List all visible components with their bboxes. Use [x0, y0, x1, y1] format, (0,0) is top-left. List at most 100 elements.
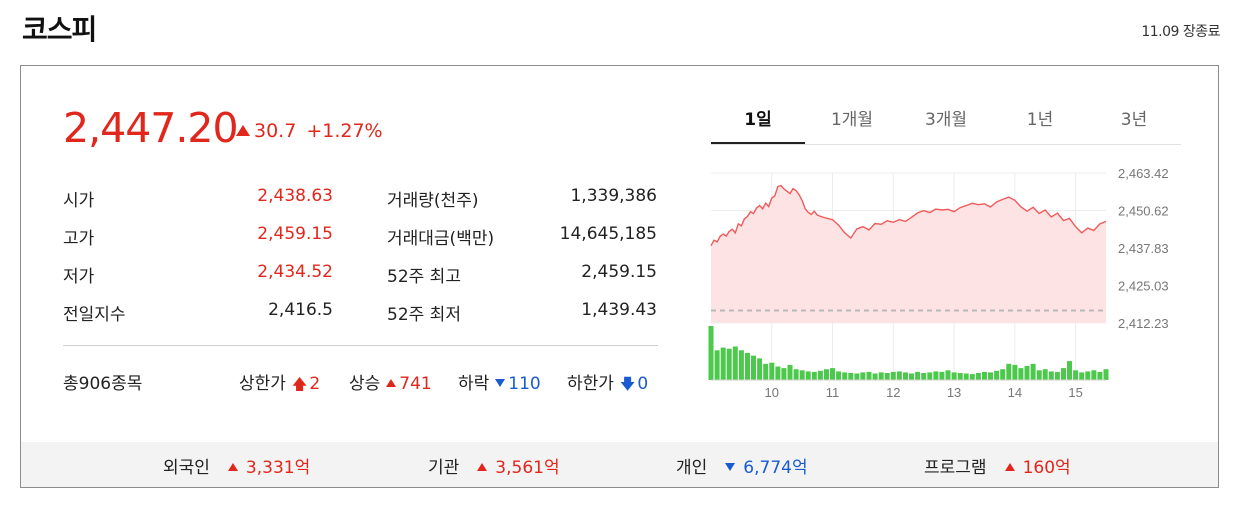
volume-bar: [720, 347, 726, 380]
stat-label-trade-amount: 거래대금(백만): [387, 229, 495, 249]
stat-value-high: 2,459.15: [257, 224, 333, 244]
up-arrow-icon: 🡅: [291, 375, 308, 393]
volume-bar: [738, 350, 744, 380]
investor-value: 3,561억: [495, 458, 560, 478]
volume-bar: [951, 372, 957, 380]
volume-bar: [963, 373, 969, 380]
volume-bar: [757, 358, 763, 380]
volume-bar: [909, 373, 914, 380]
volume-bar: [817, 370, 823, 380]
intraday-chart: 2,463.42 2,450.62 2,437.83 2,425.03 2,412.23…: [708, 166, 1169, 400]
volume-bar: [745, 353, 750, 380]
divider: [63, 345, 658, 346]
period-tabs: 1일 1개월 3개월 1년 3년: [711, 106, 1181, 145]
index-change: 30.7 +1.27%: [236, 120, 383, 142]
x-tick-label: 11: [826, 385, 840, 400]
up-triangle-icon: [236, 125, 250, 136]
lower-limit-value: 0: [637, 374, 649, 394]
tab-3year[interactable]: 3년: [1120, 110, 1148, 130]
y-tick-label: 2,450.62: [1118, 204, 1169, 219]
volume-bar: [1024, 366, 1030, 380]
volume-bar: [1006, 363, 1012, 380]
stat-label-high: 고가: [63, 229, 95, 249]
volume-bar: [805, 371, 811, 380]
stat-label-low: 저가: [63, 267, 95, 287]
y-tick-label: 2,425.03: [1118, 279, 1169, 294]
volume-bar: [921, 373, 927, 380]
volume-bar: [994, 370, 1000, 380]
volume-bar: [836, 371, 842, 380]
investor-value: 160억: [1022, 458, 1071, 478]
volume-bar: [896, 371, 902, 380]
volume-bar: [775, 366, 781, 380]
volume-bar: [939, 371, 945, 380]
volume-bar: [824, 369, 829, 380]
stat-value-low: 2,434.52: [257, 262, 333, 282]
price-area: [711, 185, 1106, 323]
volume-bar: [799, 370, 805, 380]
volume-bar: [884, 373, 890, 380]
volume-bar: [927, 372, 933, 380]
volume-bar: [811, 371, 817, 380]
volume-bar: [1000, 369, 1006, 380]
volume-bar: [1054, 371, 1060, 380]
volume-bar: [842, 372, 848, 380]
volume-bar: [988, 372, 993, 380]
stat-value-52w-low: 1,439.43: [581, 300, 657, 320]
volume-bar: [1061, 368, 1066, 380]
index-price: 2,447.20: [63, 104, 239, 152]
stat-label-volume: 거래량(천주): [387, 191, 479, 211]
volume-bar: [763, 363, 769, 380]
stat-label-open: 시가: [63, 191, 95, 211]
up-triangle-icon: [227, 463, 238, 471]
volume-bar: [866, 371, 872, 380]
volume-bar: [708, 326, 714, 380]
y-tick-label: 2,437.83: [1118, 241, 1169, 256]
fall-label: 하락: [458, 374, 490, 394]
volume-bar: [1091, 370, 1097, 380]
stat-value-prev-close: 2,416.5: [268, 300, 333, 320]
rise-label: 상승: [349, 374, 381, 394]
investor-program: 프로그램 160억: [924, 453, 1071, 478]
volume-bar: [1097, 371, 1103, 380]
volume-bar: [1030, 363, 1036, 380]
stat-value-trade-amount: 14,645,185: [559, 224, 657, 244]
x-tick-label: 14: [1008, 385, 1022, 400]
volume-bar: [1067, 361, 1072, 380]
investor-value: 3,331억: [245, 458, 311, 478]
tab-3month[interactable]: 3개월: [924, 110, 968, 130]
investor-value: 6,774억: [743, 458, 808, 478]
up-triangle-icon: [386, 379, 397, 387]
tab-1day[interactable]: 1일: [711, 106, 805, 144]
investor-bar: 외국인 3,331억 기관 3,561억 개인 6,774억 프로그램 160억: [21, 442, 1218, 487]
upper-limit-label: 상한가: [239, 374, 286, 394]
index-panel: 2,447.20 30.7 +1.27% 시가 2,438.63 고가 2,459…: [20, 65, 1219, 488]
volume-bar: [848, 373, 854, 380]
rise-count: 상승 741: [349, 369, 432, 394]
stat-label-52w-low: 52주 최저: [387, 305, 461, 325]
rise-value: 741: [399, 374, 432, 394]
stat-value-52w-high: 2,459.15: [581, 262, 657, 282]
volume-bar: [1018, 368, 1024, 380]
volume-bar: [1073, 370, 1079, 380]
x-tick-label: 15: [1068, 385, 1082, 400]
volume-bar: [732, 346, 738, 380]
investor-label: 기관: [428, 458, 460, 478]
market-status: 11.09 장종료: [1141, 24, 1220, 40]
volume-bar: [945, 370, 951, 380]
investor-individual: 개인 6,774억: [676, 453, 808, 478]
volume-bar: [781, 368, 787, 380]
volume-bar: [860, 372, 866, 380]
volume-bar: [1048, 371, 1054, 380]
tab-1month[interactable]: 1개월: [830, 110, 874, 130]
investor-label: 프로그램: [924, 458, 987, 478]
tab-1year[interactable]: 1년: [1026, 110, 1054, 130]
volume-bar: [830, 368, 835, 380]
upper-limit-value: 2: [309, 374, 321, 394]
volume-bar: [1036, 370, 1042, 380]
volume-bar: [890, 371, 896, 380]
volume-bar: [787, 364, 793, 380]
volume-bar: [1085, 371, 1091, 380]
volume-bar: [872, 373, 878, 380]
volume-bar: [969, 374, 975, 380]
